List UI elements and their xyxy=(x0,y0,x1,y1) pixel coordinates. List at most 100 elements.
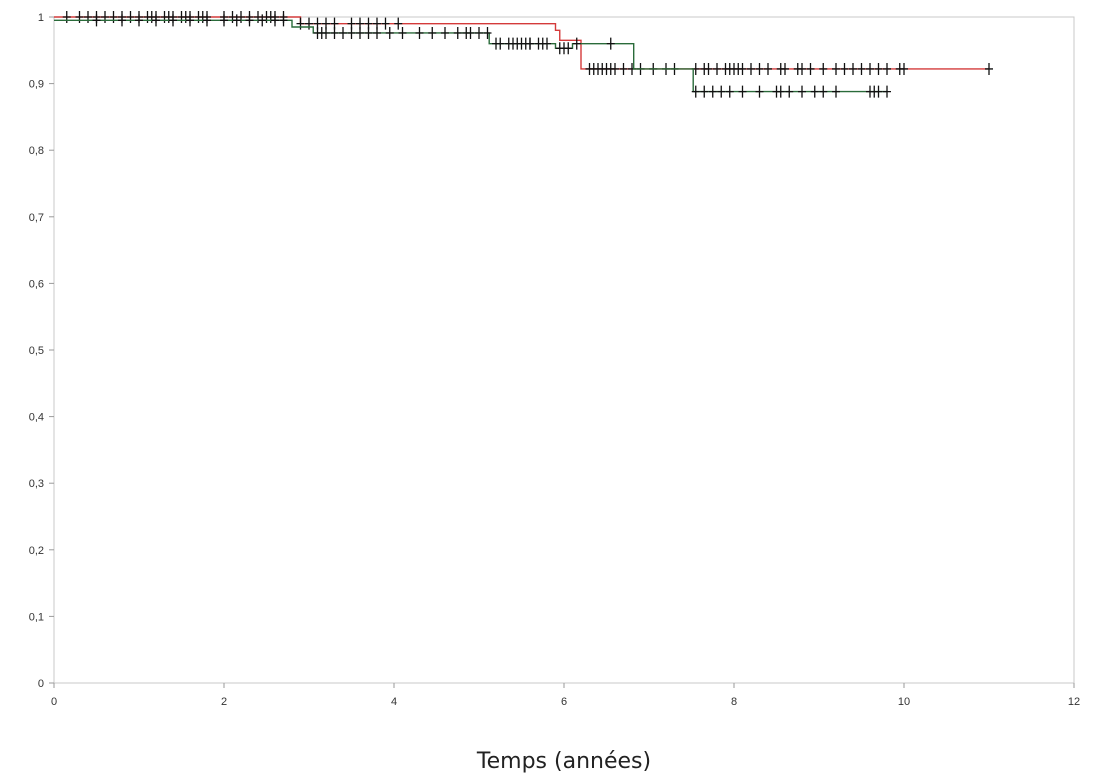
censor-mark xyxy=(755,62,764,75)
censor-mark xyxy=(713,62,721,75)
censor-mark xyxy=(874,62,883,75)
censor-mark xyxy=(364,26,373,39)
censor-mark xyxy=(483,26,492,39)
y-tick-label: 0,3 xyxy=(29,478,44,490)
censor-mark xyxy=(819,85,828,98)
censor-mark xyxy=(866,62,874,75)
censor-mark xyxy=(704,62,713,75)
y-tick-label: 0,2 xyxy=(29,545,44,557)
censor-mark xyxy=(755,85,764,98)
y-tick-label: 0,6 xyxy=(29,278,44,290)
censor-mark xyxy=(126,11,135,23)
censor-mark xyxy=(764,62,772,75)
censor-mark xyxy=(394,17,403,30)
censor-mark xyxy=(203,14,211,27)
censor-mark xyxy=(776,85,785,98)
censor-mark xyxy=(564,42,573,55)
axis-ticks: 0 2 4 6 8 10 12 0 0,1 0,2 0,3 0,4 0,5 0,6 0,7 0,8 0,9 1 xyxy=(29,12,1080,708)
censor-mark xyxy=(441,26,449,39)
censor-mark xyxy=(717,85,726,98)
censor-mark xyxy=(611,62,619,75)
censor-mark xyxy=(101,11,109,23)
censor-mark xyxy=(398,26,407,39)
censor-mark xyxy=(84,11,92,23)
censor-mark xyxy=(109,11,118,23)
censor-mark xyxy=(619,62,628,75)
censor-mark xyxy=(373,26,381,39)
y-tick-label: 1 xyxy=(38,12,44,24)
censor-mark xyxy=(186,14,194,27)
censor-mark xyxy=(254,11,262,23)
censor-mark xyxy=(381,17,390,30)
censor-mark xyxy=(428,26,437,39)
censor-mark xyxy=(258,14,267,27)
censor-mark xyxy=(296,17,305,30)
censor-mark xyxy=(279,14,288,27)
plot-area-frame xyxy=(53,16,1075,684)
censor-mark xyxy=(883,85,891,98)
censor-mark xyxy=(220,14,228,27)
x-tick-label: 2 xyxy=(221,696,227,708)
censor-mark xyxy=(339,26,347,39)
censor-mark xyxy=(832,85,840,98)
censor-mark xyxy=(152,14,160,27)
censor-mark xyxy=(747,62,755,75)
censor-mark xyxy=(806,62,815,75)
censor-mark xyxy=(785,85,794,98)
censor-mark xyxy=(466,26,475,39)
censor-mark xyxy=(322,26,330,39)
censor-mark xyxy=(356,26,364,39)
censor-mark xyxy=(985,62,993,75)
censor-mark xyxy=(330,26,339,39)
censor-mark xyxy=(92,14,101,27)
censor-mark xyxy=(900,62,908,75)
censor-mark xyxy=(874,85,883,98)
x-tick-label: 4 xyxy=(391,696,397,708)
censor-mark xyxy=(708,85,717,98)
censor-mark xyxy=(725,85,734,98)
censor-mark xyxy=(526,37,534,50)
censor-mark xyxy=(883,62,891,75)
x-tick-label: 0 xyxy=(51,696,57,708)
censor-mark xyxy=(738,62,747,75)
y-tick-label: 0,4 xyxy=(29,412,44,424)
censor-mark xyxy=(118,14,126,27)
series-2-line xyxy=(54,19,887,93)
censor-mark xyxy=(62,11,71,23)
censor-mark xyxy=(475,26,483,39)
censor-mark xyxy=(232,14,241,27)
censor-mark xyxy=(849,62,857,75)
censor-mark xyxy=(857,62,866,75)
x-axis-title: Temps (années) xyxy=(476,749,651,774)
censor-mark xyxy=(798,62,806,75)
censor-mark xyxy=(169,14,177,27)
x-tick-label: 6 xyxy=(561,696,567,708)
y-tick-label: 0,8 xyxy=(29,145,44,157)
censor-mark xyxy=(75,11,84,23)
censor-mark xyxy=(538,37,547,50)
x-tick-label: 10 xyxy=(898,696,910,708)
y-tick-label: 0,9 xyxy=(29,79,44,91)
censor-mark xyxy=(700,85,709,98)
censor-mark xyxy=(781,62,789,75)
x-tick-label: 12 xyxy=(1068,696,1080,708)
censor-mark xyxy=(840,62,849,75)
censor-mark xyxy=(832,62,840,75)
censor-mark xyxy=(237,11,245,23)
censor-mark xyxy=(415,26,424,39)
censor-mark xyxy=(453,26,462,39)
censor-mark xyxy=(819,62,828,75)
censor-mark xyxy=(738,85,747,98)
censor-mark xyxy=(496,37,505,50)
y-tick-label: 0,7 xyxy=(29,212,44,224)
censor-mark xyxy=(271,14,279,27)
x-tick-label: 8 xyxy=(731,696,737,708)
censor-mark xyxy=(691,85,700,98)
series-layer xyxy=(54,11,993,98)
censor-mark xyxy=(810,85,819,98)
censor-mark xyxy=(513,37,522,50)
censor-mark xyxy=(228,11,237,23)
censor-mark xyxy=(798,85,806,98)
